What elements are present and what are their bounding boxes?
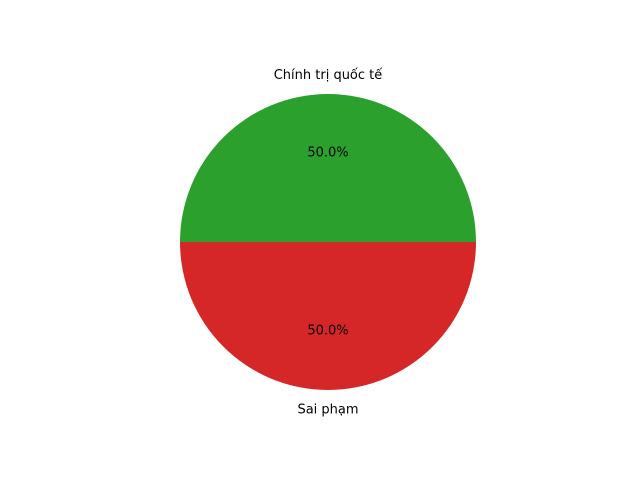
pie-category-label-0: Chính trị quốc tế <box>274 68 383 83</box>
pie-labels: 50.0% Chính trị quốc tế 50.0% Sai phạm <box>274 68 383 417</box>
pie-slices <box>180 94 476 390</box>
pie-pct-label-0: 50.0% <box>307 146 348 161</box>
pie-slice-1 <box>180 242 476 390</box>
pie-pct-label-1: 50.0% <box>307 323 348 338</box>
pie-category-label-1: Sai phạm <box>297 403 358 418</box>
pie-slice-0 <box>180 94 476 242</box>
